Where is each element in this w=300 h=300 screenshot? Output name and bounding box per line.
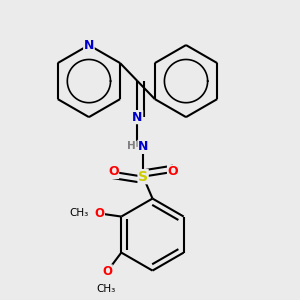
Text: N: N xyxy=(138,140,148,153)
Text: N: N xyxy=(132,111,143,124)
Text: S: S xyxy=(138,169,148,184)
Text: O: O xyxy=(102,265,112,278)
Text: CH₃: CH₃ xyxy=(96,284,115,294)
Text: O: O xyxy=(168,165,178,178)
Text: N: N xyxy=(84,39,94,52)
Text: CH₃: CH₃ xyxy=(69,208,88,218)
Text: H: H xyxy=(128,141,136,151)
Text: O: O xyxy=(94,207,104,220)
Text: O: O xyxy=(108,165,119,178)
